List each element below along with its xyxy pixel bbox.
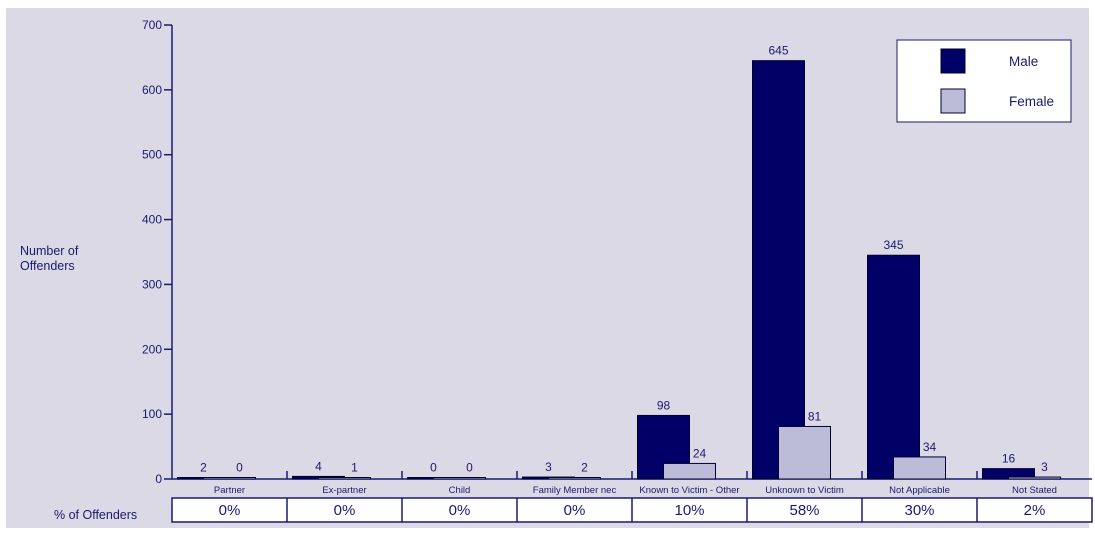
bar-female — [778, 425, 831, 480]
y-axis-label: Number of Offenders — [20, 244, 79, 273]
legend-swatch-male — [940, 48, 966, 74]
x-tick-label: Child — [449, 485, 471, 496]
data-label-female: 0 — [466, 461, 473, 475]
data-label-male: 645 — [768, 44, 788, 58]
x-tick-label: Ex-partner — [322, 485, 366, 496]
percent-value: 30% — [904, 502, 934, 519]
data-label-female: 1 — [351, 461, 358, 475]
data-label-female: 3 — [1041, 460, 1048, 474]
x-tick-label: Not Stated — [1012, 485, 1057, 496]
data-label-female: 34 — [923, 440, 937, 454]
y-tick-label: 400 — [142, 213, 162, 227]
data-label-female: 24 — [693, 446, 707, 460]
data-label-male: 0 — [430, 461, 437, 475]
bar-female — [893, 456, 946, 480]
y-tick-label: 200 — [142, 342, 162, 356]
x-tick-label: Not Applicable — [889, 485, 950, 496]
x-tick-label: Partner — [214, 485, 245, 496]
percent-row-label: % of Offenders — [54, 508, 138, 522]
y-tick-label: 700 — [142, 18, 162, 32]
percent-value: 10% — [674, 502, 704, 519]
x-tick-label: Family Member nec — [533, 485, 617, 496]
legend-label-female: Female — [1009, 94, 1054, 109]
bar-female — [663, 462, 716, 480]
data-label-female: 2 — [581, 461, 588, 475]
data-label-female: 0 — [236, 461, 243, 475]
data-label-female: 81 — [808, 409, 822, 423]
y-tick-label: 0 — [155, 472, 162, 486]
y-tick-label: 600 — [142, 83, 162, 97]
data-label-male: 98 — [657, 398, 671, 412]
data-label-male: 2 — [200, 461, 207, 475]
x-tick-label: Unknown to Victim — [765, 485, 844, 496]
percent-value: 58% — [789, 502, 819, 519]
bar-female — [318, 477, 371, 480]
data-label-male: 3 — [545, 460, 552, 474]
legend-swatch-female — [940, 88, 966, 114]
y-tick-label: 100 — [142, 407, 162, 421]
bar-female — [1008, 476, 1061, 480]
y-tick-label: 300 — [142, 277, 162, 291]
data-label-male: 4 — [315, 459, 322, 473]
x-tick-label: Known to Victim - Other — [639, 485, 739, 496]
percent-value: 0% — [564, 502, 586, 519]
legend — [896, 39, 1072, 123]
bar-female — [433, 477, 486, 480]
bar-female — [203, 477, 256, 480]
bar-male — [867, 254, 920, 480]
bar-male — [752, 60, 805, 480]
y-tick-label: 500 — [142, 148, 162, 162]
bar-female — [548, 477, 601, 480]
percent-value: 0% — [219, 502, 241, 519]
percent-value: 2% — [1024, 502, 1046, 519]
percent-value: 0% — [449, 502, 471, 519]
data-label-male: 345 — [883, 238, 903, 252]
percent-value: 0% — [334, 502, 356, 519]
legend-label-male: Male — [1009, 54, 1038, 69]
data-label-male: 16 — [1002, 452, 1016, 466]
